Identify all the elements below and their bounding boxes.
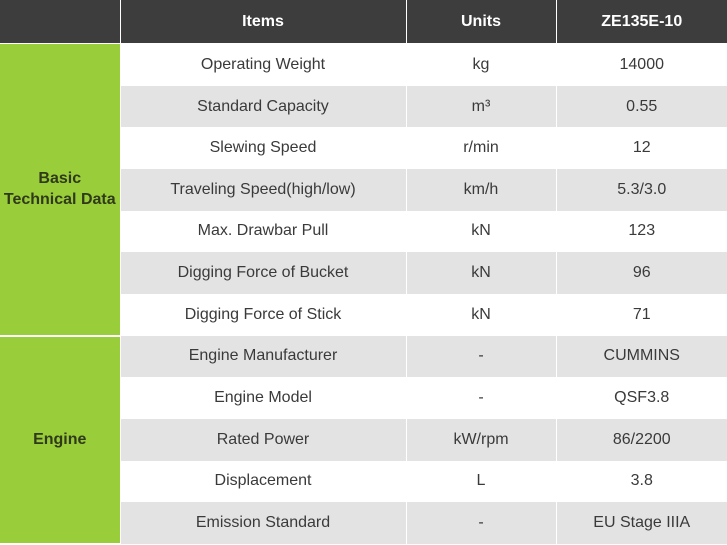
unit-cell: m³	[405, 85, 556, 128]
unit-cell: -	[405, 377, 556, 419]
unit-cell: kN	[405, 293, 556, 336]
header-items: Items	[119, 0, 406, 44]
item-cell: Traveling Speed(high/low)	[119, 168, 406, 211]
header-corner	[0, 0, 120, 44]
table-row: Engine Engine Manufacturer - CUMMINS	[0, 335, 727, 545]
unit-cell: kN	[405, 252, 556, 294]
table-row: Digging Force of Bucket kN 96	[0, 252, 727, 294]
item-cell: Engine Model	[119, 377, 406, 419]
table-row: Rated Power kW/rpm 86/2200	[0, 418, 727, 461]
group-label-basic: Basic Technical Data	[0, 43, 120, 337]
value-cell: 14000	[555, 43, 727, 86]
table-row: Displacement L 3.8	[0, 460, 727, 503]
table-row: Standard Capacity m³ 0.55	[0, 85, 727, 128]
header-row: Items Units ZE135E-10	[0, 0, 727, 44]
item-cell: Slewing Speed	[119, 127, 406, 169]
item-cell: Displacement	[119, 460, 406, 503]
value-cell: 3.8	[555, 460, 727, 503]
value-cell: QSF3.8	[555, 377, 727, 419]
unit-cell: kg	[405, 43, 556, 86]
header-model: ZE135E-10	[555, 0, 727, 44]
value-cell: 0.55	[555, 85, 727, 128]
value-cell: 5.3/3.0	[555, 168, 727, 211]
table-row: Max. Drawbar Pull kN 123	[0, 210, 727, 253]
item-cell: Standard Capacity	[119, 85, 406, 128]
unit-cell: km/h	[405, 168, 556, 211]
value-cell: 86/2200	[555, 418, 727, 461]
table-row: Slewing Speed r/min 12	[0, 127, 727, 169]
value-cell: CUMMINS	[555, 335, 727, 378]
item-cell: Engine Manufacturer	[119, 335, 406, 378]
table-row: Traveling Speed(high/low) km/h 5.3/3.0	[0, 168, 727, 211]
table-row: Emission Standard - EU Stage IIIA	[0, 502, 727, 544]
table-row: Basic Technical Data Operating Weight kg…	[0, 43, 727, 337]
value-cell: 123	[555, 210, 727, 253]
header-units: Units	[405, 0, 556, 44]
item-cell: Emission Standard	[119, 502, 406, 544]
item-cell: Operating Weight	[119, 43, 406, 86]
table-row: Engine Model - QSF3.8	[0, 377, 727, 419]
item-cell: Rated Power	[119, 418, 406, 461]
unit-cell: kW/rpm	[405, 418, 556, 461]
value-cell: 96	[555, 252, 727, 294]
item-cell: Digging Force of Stick	[119, 293, 406, 336]
value-cell: 71	[555, 293, 727, 336]
table-row: Digging Force of Stick kN 71	[0, 293, 727, 336]
unit-cell: L	[405, 460, 556, 503]
unit-cell: -	[405, 502, 556, 544]
value-cell: 12	[555, 127, 727, 169]
group-label-engine: Engine	[0, 335, 120, 545]
value-cell: EU Stage IIIA	[555, 502, 727, 544]
item-cell: Digging Force of Bucket	[119, 252, 406, 294]
unit-cell: kN	[405, 210, 556, 253]
unit-cell: r/min	[405, 127, 556, 169]
item-cell: Max. Drawbar Pull	[119, 210, 406, 253]
unit-cell: -	[405, 335, 556, 378]
